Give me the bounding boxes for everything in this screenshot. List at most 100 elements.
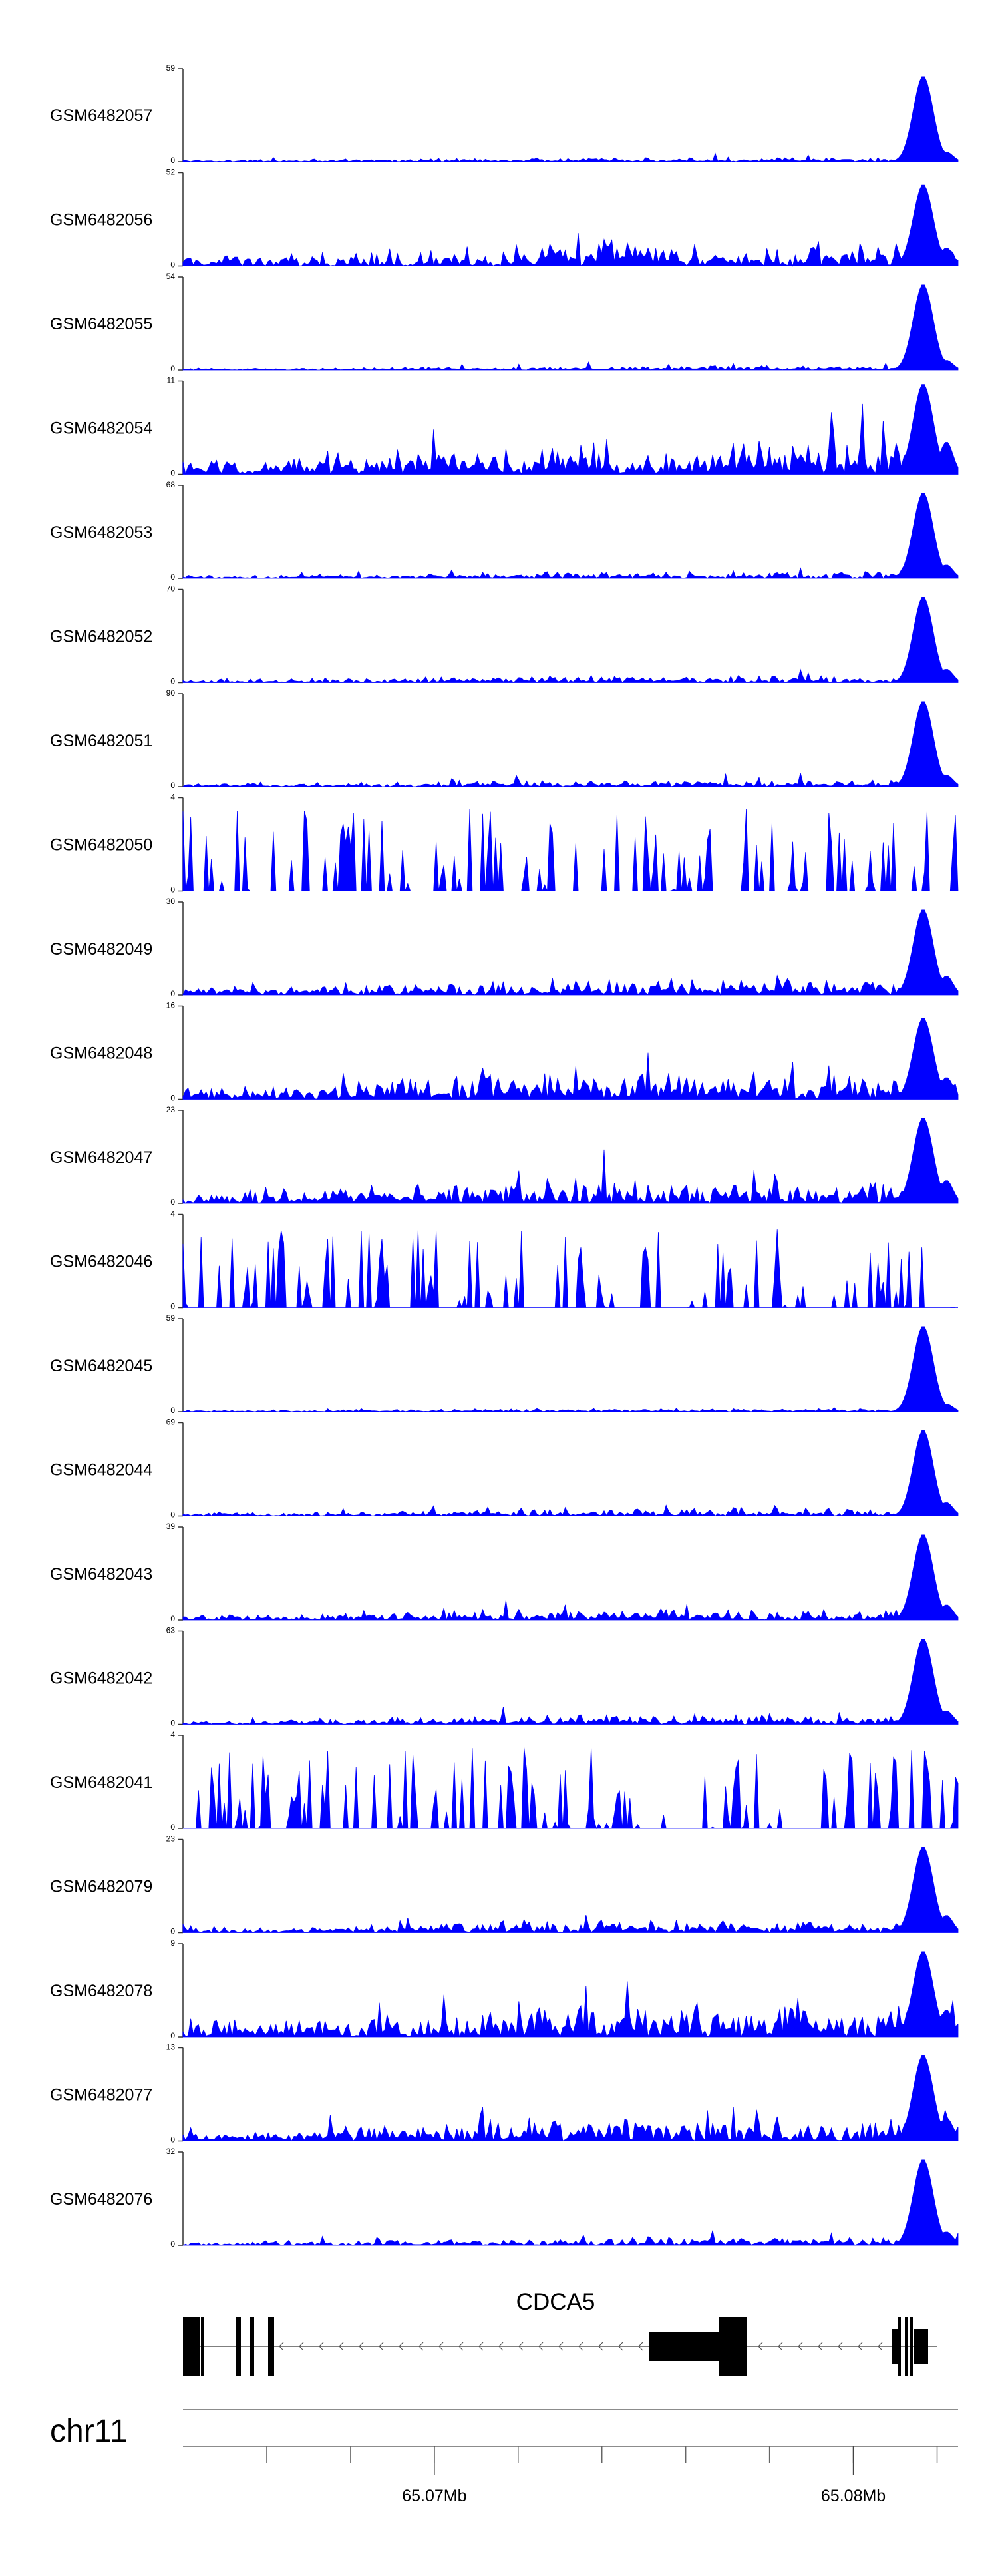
signal-area — [182, 1430, 959, 1517]
track-GSM6482043: GSM6482043 39 0 — [50, 1522, 959, 1623]
y-axis-max-label: 9 — [170, 1938, 175, 1948]
track-GSM6482048: GSM6482048 16 0 — [50, 1001, 959, 1103]
y-axis-max-label: 70 — [166, 584, 176, 594]
y-axis-min-label: 0 — [170, 1719, 175, 1728]
track-label: GSM6482076 — [50, 2190, 152, 2209]
y-axis-max-label: 11 — [167, 376, 176, 385]
signal-area — [182, 1326, 959, 1412]
track-label: GSM6482044 — [50, 1461, 152, 1480]
track-GSM6482053: GSM6482053 68 0 — [50, 480, 959, 582]
y-axis-max-label: 90 — [166, 688, 176, 698]
signal-area — [182, 701, 959, 787]
y-axis-min-label: 0 — [170, 1197, 175, 1207]
gene-exon — [910, 2317, 913, 2376]
y-axis-min-label: 0 — [170, 1927, 175, 1936]
strand-arrow-icon — [578, 2342, 583, 2351]
strand-arrow-icon — [758, 2342, 763, 2351]
strand-arrow-icon — [778, 2342, 783, 2351]
strand-arrow-icon — [878, 2342, 883, 2351]
y-axis-min-label: 0 — [170, 364, 175, 373]
y-axis-max-label: 16 — [166, 1001, 176, 1010]
strand-arrow-icon — [618, 2342, 623, 2351]
y-axis-min-label: 0 — [170, 1823, 175, 1832]
signal-area — [182, 1018, 959, 1100]
y-axis-max-label: 68 — [166, 480, 176, 489]
track-label: GSM6482047 — [50, 1148, 152, 1167]
signal-area — [182, 1534, 959, 1621]
signal-area — [182, 1229, 958, 1309]
track-label: GSM6482057 — [50, 107, 152, 125]
y-axis-max-label: 4 — [170, 793, 175, 802]
track-label: GSM6482048 — [50, 1044, 152, 1063]
track-GSM6482049: GSM6482049 30 0 — [50, 897, 959, 998]
signal-area — [182, 493, 959, 579]
strand-arrow-icon — [319, 2342, 324, 2351]
gene-exon — [183, 2317, 200, 2376]
signal-area — [183, 1747, 959, 1830]
signal-area — [182, 2159, 959, 2246]
track-label: GSM6482053 — [50, 523, 152, 542]
gene-exon — [914, 2329, 928, 2364]
y-axis-min-label: 0 — [170, 781, 175, 790]
signal-area — [182, 1639, 959, 1725]
y-axis-max-label: 23 — [166, 1834, 176, 1844]
y-axis-max-label: 63 — [166, 1626, 176, 1635]
track-label: GSM6482055 — [50, 315, 152, 333]
track-GSM6482079: GSM6482079 23 0 — [50, 1834, 959, 1936]
signal-area — [182, 1847, 959, 1934]
track-GSM6482056: GSM6482056 52 0 — [50, 168, 959, 270]
strand-arrow-icon — [438, 2342, 444, 2351]
y-axis-min-label: 0 — [170, 1406, 175, 1415]
signal-area — [182, 384, 959, 475]
strand-arrow-icon — [279, 2342, 284, 2351]
strand-arrow-icon — [399, 2342, 404, 2351]
y-axis-min-label: 0 — [170, 1094, 175, 1103]
signal-area — [182, 909, 959, 996]
track-GSM6482055: GSM6482055 54 0 — [50, 272, 959, 373]
y-axis-max-label: 4 — [170, 1730, 175, 1739]
track-label: GSM6482045 — [50, 1357, 152, 1375]
track-label: GSM6482078 — [50, 1982, 152, 2000]
signal-area — [182, 76, 959, 162]
gene-exon — [892, 2329, 898, 2364]
strand-arrow-icon — [379, 2342, 384, 2351]
strand-arrow-icon — [339, 2342, 344, 2351]
strand-arrow-icon — [418, 2342, 424, 2351]
track-label: GSM6482077 — [50, 2086, 152, 2105]
y-axis-max-label: 32 — [166, 2147, 176, 2156]
y-axis-min-label: 0 — [170, 1302, 175, 1311]
y-axis-min-label: 0 — [170, 989, 175, 998]
track-label: GSM6482052 — [50, 628, 152, 646]
strand-arrow-icon — [458, 2342, 464, 2351]
signal-tracks: GSM6482057590GSM6482056520GSM6482055540G… — [50, 63, 959, 2249]
track-GSM6482047: GSM6482047 23 0 — [50, 1105, 959, 1207]
y-axis-max-label: 59 — [166, 63, 176, 73]
genome-axis: chr11 65.07Mb 65.08Mb — [50, 2409, 958, 2505]
y-axis-max-label: 13 — [166, 2043, 176, 2052]
track-label: GSM6482046 — [50, 1253, 152, 1271]
track-label: GSM6482041 — [50, 1773, 152, 1792]
signal-area — [182, 2055, 959, 2142]
track-label: GSM6482050 — [50, 836, 152, 855]
gene-track: CDCA5 — [183, 2289, 937, 2376]
strand-arrow-icon — [498, 2342, 504, 2351]
track-label: GSM6482056 — [50, 211, 152, 230]
track-GSM6482052: GSM6482052 70 0 — [50, 584, 959, 686]
track-label: GSM6482079 — [50, 1878, 152, 1896]
y-axis-min-label: 0 — [170, 260, 175, 270]
track-GSM6482077: GSM6482077 13 0 — [50, 2043, 959, 2145]
track-GSM6482054: GSM6482054 11 0 — [50, 376, 959, 478]
y-axis-min-label: 0 — [170, 1510, 175, 1520]
y-axis-min-label: 0 — [170, 885, 175, 895]
y-axis-min-label: 0 — [170, 572, 175, 582]
y-axis-min-label: 0 — [170, 2135, 175, 2145]
track-label: GSM6482049 — [50, 940, 152, 959]
y-axis-max-label: 39 — [166, 1522, 176, 1531]
y-axis-max-label: 69 — [166, 1418, 176, 1427]
y-axis-max-label: 54 — [166, 272, 176, 281]
strand-arrow-icon — [798, 2342, 803, 2351]
y-axis-max-label: 4 — [170, 1209, 175, 1219]
track-GSM6482057: GSM6482057 59 0 — [50, 63, 959, 165]
y-axis-min-label: 0 — [170, 1614, 175, 1623]
gene-exon — [250, 2317, 254, 2376]
